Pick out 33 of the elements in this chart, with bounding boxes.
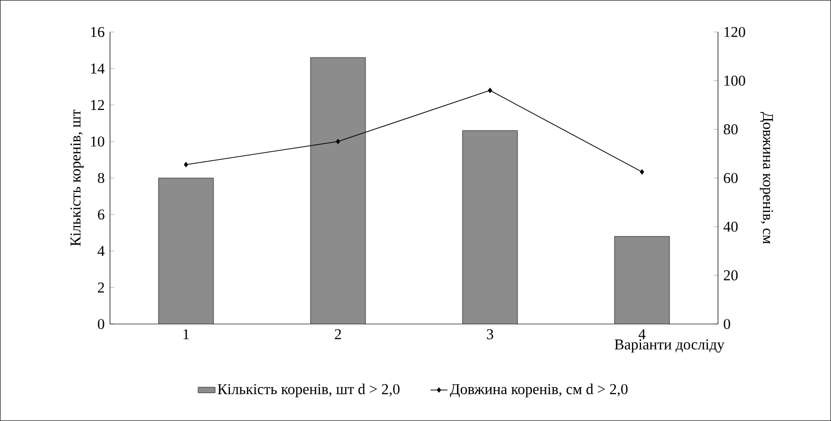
y-tick-label: 16 <box>91 26 104 38</box>
y-axis-title: Кількість коренів, шт <box>70 110 84 246</box>
y2-tick-label: 0 <box>724 318 730 330</box>
y-tick-label: 2 <box>98 282 104 292</box>
y2-tick-label: 120 <box>724 26 746 38</box>
x-tick-label: 3 <box>486 329 494 340</box>
bar <box>158 178 214 324</box>
y2-tick-label: 60 <box>724 172 738 184</box>
y-tick-label: 10 <box>91 136 104 147</box>
y-tick-label: 8 <box>98 172 104 184</box>
point <box>336 138 340 144</box>
y-tick-label: 4 <box>98 246 105 256</box>
y2-tick-label: 100 <box>724 76 746 86</box>
legend-label: Кількість коренів, шт d > 2,0 <box>218 384 400 398</box>
x-tick-label: 1 <box>184 329 189 340</box>
point <box>488 88 492 93</box>
y2-axis-title: Довжина коренів, см <box>760 112 774 244</box>
y-tick-label: 0 <box>98 318 104 330</box>
bar <box>462 130 518 324</box>
point <box>184 162 188 168</box>
point <box>640 169 644 175</box>
y-tick-label: 14 <box>91 64 105 74</box>
y-tick-label: 6 <box>98 209 104 220</box>
y-tick-label: 12 <box>91 100 104 110</box>
bar <box>310 58 366 324</box>
x-axis-title: Варіанти досліду <box>614 339 724 353</box>
y2-tick-label: 80 <box>724 124 738 134</box>
y2-tick-label: 40 <box>724 222 738 232</box>
x-tick-label: 2 <box>334 329 341 340</box>
bar <box>614 236 670 324</box>
y2-tick-label: 20 <box>724 270 738 280</box>
x-tick-label: 4 <box>638 329 646 340</box>
legend-label: Довжина коренів, см d > 2,0 <box>450 384 628 398</box>
